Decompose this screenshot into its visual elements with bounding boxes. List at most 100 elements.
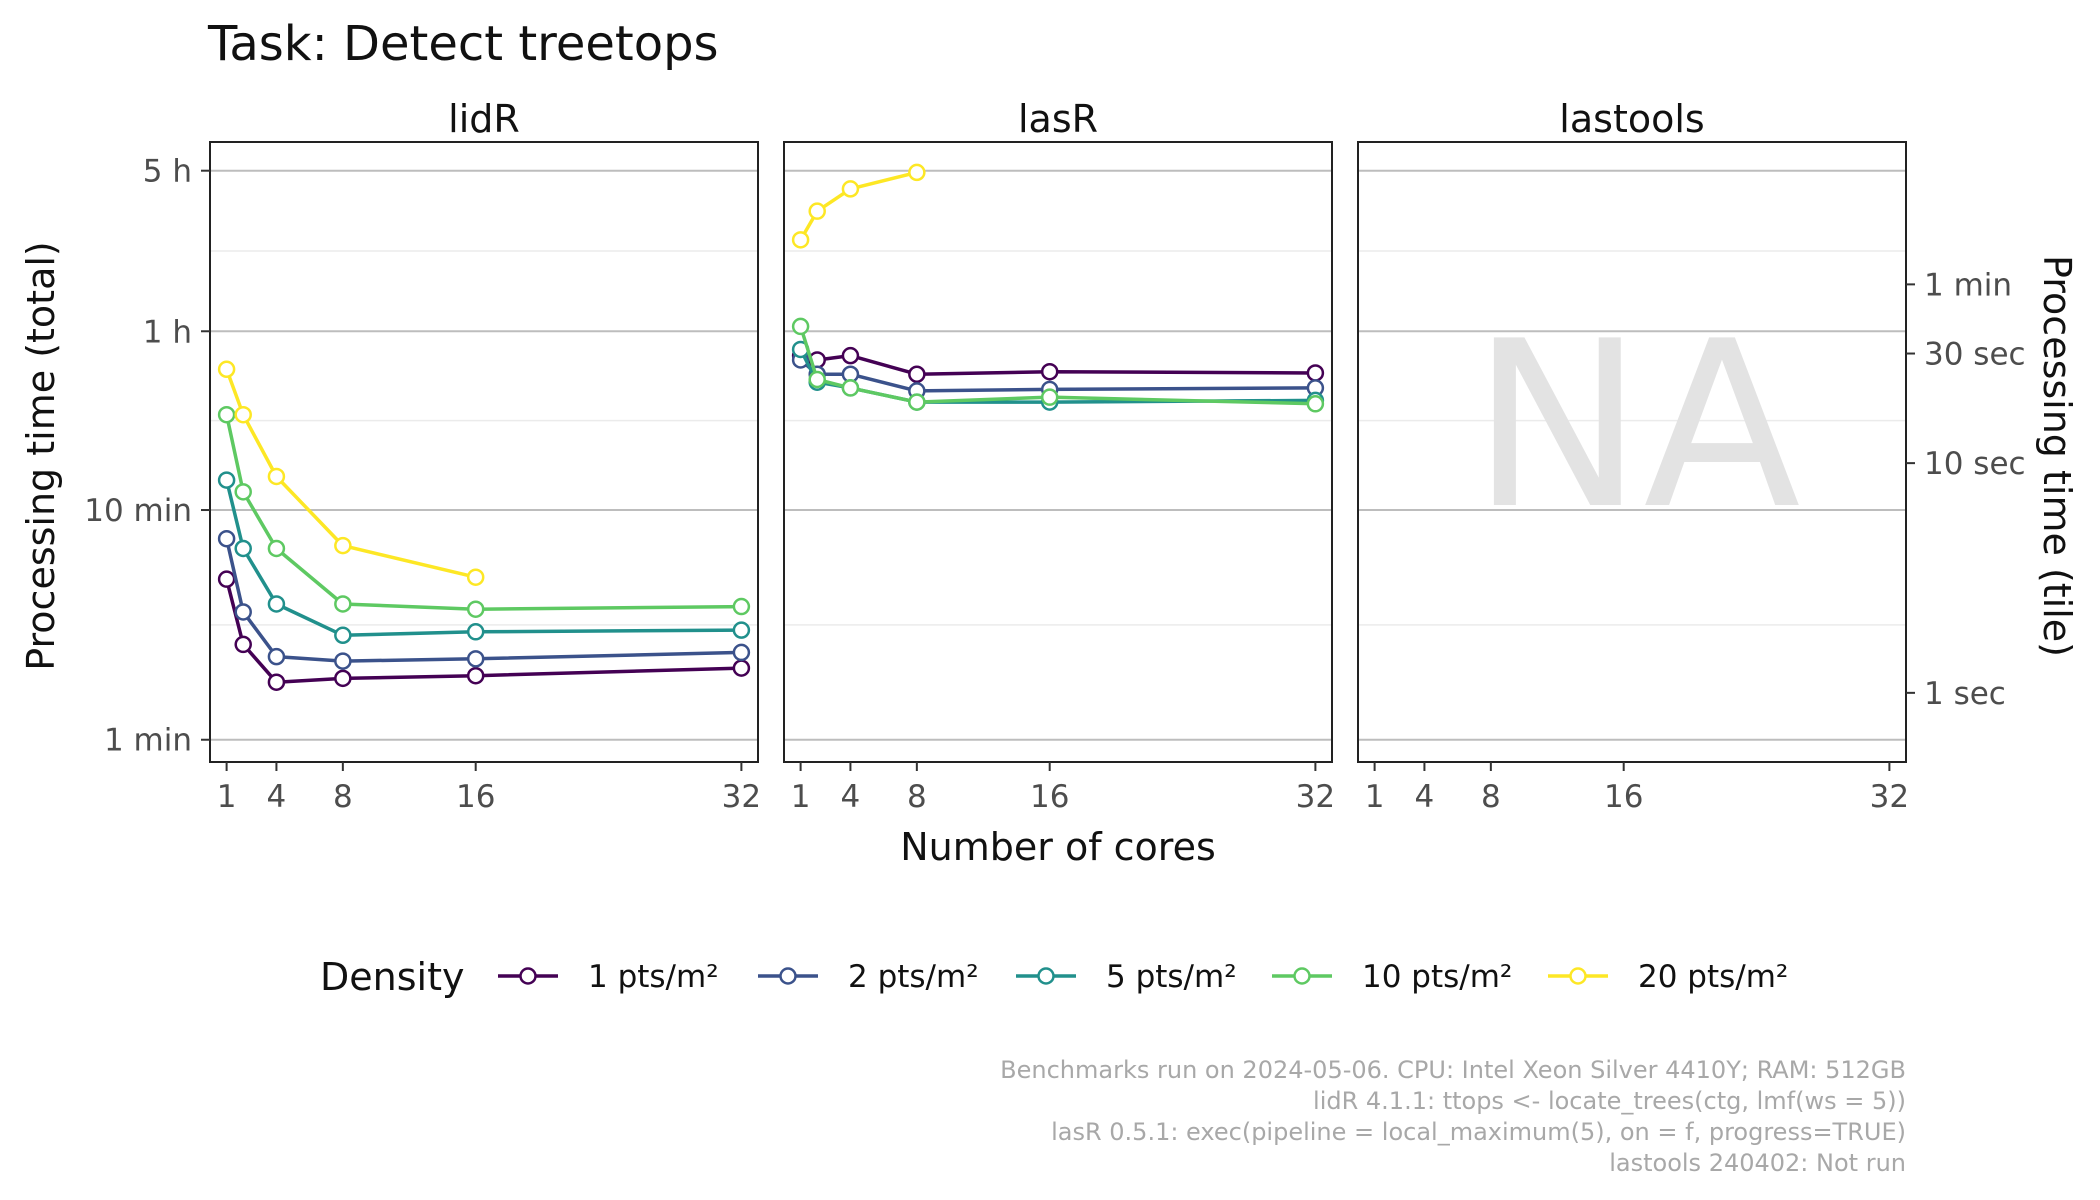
data-point — [334, 669, 352, 688]
series-line — [224, 414, 742, 611]
data-point — [267, 539, 286, 558]
y-tick-label-right: 30 sec — [1924, 337, 2026, 373]
legend-entry: 10 pts/m² — [1272, 959, 1512, 995]
panel-strip-label: lastools — [1559, 97, 1704, 141]
x-tick-label: 16 — [1604, 779, 1643, 815]
data-point — [908, 393, 926, 411]
series-20-pts-m-line — [217, 360, 485, 586]
legend-label: 10 pts/m² — [1362, 959, 1512, 995]
x-tick-label: 4 — [267, 779, 287, 815]
x-tick-label: 32 — [722, 779, 761, 815]
legend: Density 1 pts/m² 2 pts/m² 5 pts/m² 10 pts/m… — [320, 955, 1788, 999]
data-point — [217, 360, 236, 379]
data-point — [1040, 362, 1059, 381]
x-tick-label: 1 — [791, 779, 811, 815]
series-line — [798, 325, 1316, 406]
caption-line: Benchmarks run on 2024-05-06. CPU: Intel… — [1000, 1056, 1906, 1084]
legend-key-point — [1293, 967, 1311, 985]
panel-lasR: lasR 1 4 8 16 32 — [783, 97, 1335, 815]
legend-label: 2 pts/m² — [848, 959, 979, 995]
series-1-pts-m-line — [217, 570, 751, 691]
caption: Benchmarks run on 2024-05-06. CPU: Intel… — [1000, 1056, 1906, 1177]
legend-entry: 5 pts/m² — [1016, 959, 1237, 995]
data-point — [841, 379, 860, 397]
series-5-pts-m-line — [217, 471, 751, 645]
x-tick-label: 32 — [1296, 779, 1335, 815]
data-point — [267, 595, 286, 613]
y-tick-label-right: 1 sec — [1924, 676, 2006, 712]
data-point — [217, 471, 236, 489]
legend-label: 5 pts/m² — [1106, 959, 1237, 995]
caption-line: lasR 0.5.1: exec(pipeline = local_maximu… — [1051, 1118, 1906, 1146]
panel-strip-label: lidR — [448, 97, 520, 141]
legend-entry: 1 pts/m² — [498, 959, 719, 995]
data-point — [334, 595, 352, 613]
data-point — [217, 570, 236, 588]
legend-title: Density — [320, 955, 464, 999]
x-tick-label: 16 — [456, 779, 495, 815]
data-point — [732, 597, 751, 616]
data-point — [217, 405, 236, 424]
data-point — [732, 643, 751, 662]
na-annotation: NA — [1471, 293, 1800, 560]
data-point — [732, 621, 751, 639]
y-tick-label-left: 1 h — [143, 314, 192, 350]
series-line — [799, 170, 918, 241]
panel-lastools: lastools NA 1 4 8 16 32 — [1357, 97, 1909, 815]
legend-entry: 20 pts/m² — [1548, 959, 1788, 995]
data-point — [334, 536, 352, 555]
y-axis-title-left: Processing time (total) — [19, 241, 63, 670]
data-point — [791, 231, 810, 249]
x-tick-label: 1 — [1365, 779, 1385, 815]
series-line — [224, 538, 742, 663]
series-line — [224, 578, 742, 684]
data-point — [234, 483, 252, 501]
y-tick-label-right: 10 sec — [1924, 446, 2026, 482]
legend-key-point — [779, 967, 797, 985]
series-10-pts-m-line — [791, 317, 1325, 413]
data-point — [466, 666, 485, 685]
legend-label: 1 pts/m² — [588, 959, 719, 995]
x-axis-title: Number of cores — [900, 825, 1216, 869]
data-point — [234, 539, 252, 558]
panel-lidR: lidR 1 4 8 16 32 — [209, 97, 761, 815]
data-point — [334, 626, 352, 645]
y-tick-label-left: 5 h — [143, 154, 192, 190]
data-point — [234, 603, 252, 621]
data-point — [1040, 388, 1059, 406]
data-point — [267, 673, 286, 691]
y-axes: 1 min 10 min 1 h 5 h 1 sec 10 sec 30 sec 1 min — [84, 154, 2025, 759]
x-tick-label: 4 — [1415, 779, 1435, 815]
y-axis-title-right: Processing time (tile) — [2035, 255, 2079, 657]
legend-entry: 2 pts/m² — [758, 959, 979, 995]
x-tick-label: 8 — [907, 779, 927, 815]
x-tick-label: 32 — [1870, 779, 1909, 815]
data-point — [466, 623, 485, 641]
caption-line: lastools 240402: Not run — [1609, 1149, 1906, 1177]
panel-border — [209, 141, 759, 763]
legend-label: 20 pts/m² — [1638, 959, 1788, 995]
x-tick-label: 16 — [1030, 779, 1069, 815]
data-point — [1306, 364, 1325, 382]
x-tick-label: 4 — [841, 779, 861, 815]
panel-border — [783, 141, 1333, 763]
data-point — [841, 180, 860, 198]
legend-key-point — [519, 967, 537, 985]
panel-border — [1357, 141, 1907, 763]
legend-key-point — [1569, 967, 1587, 985]
data-point — [732, 659, 751, 677]
x-tick-label: 8 — [333, 779, 353, 815]
series-10-pts-m-line — [217, 405, 751, 618]
series-line — [224, 479, 742, 638]
panel-strip-label: lasR — [1018, 97, 1098, 141]
data-point — [466, 568, 485, 586]
data-point — [234, 405, 252, 424]
data-point — [334, 652, 352, 670]
caption-line: lidR 4.1.1: ttops <- locate_trees(ctg, l… — [1313, 1087, 1906, 1115]
data-point — [791, 317, 810, 336]
data-point — [234, 635, 252, 654]
data-point — [267, 647, 286, 666]
data-point — [808, 202, 826, 220]
